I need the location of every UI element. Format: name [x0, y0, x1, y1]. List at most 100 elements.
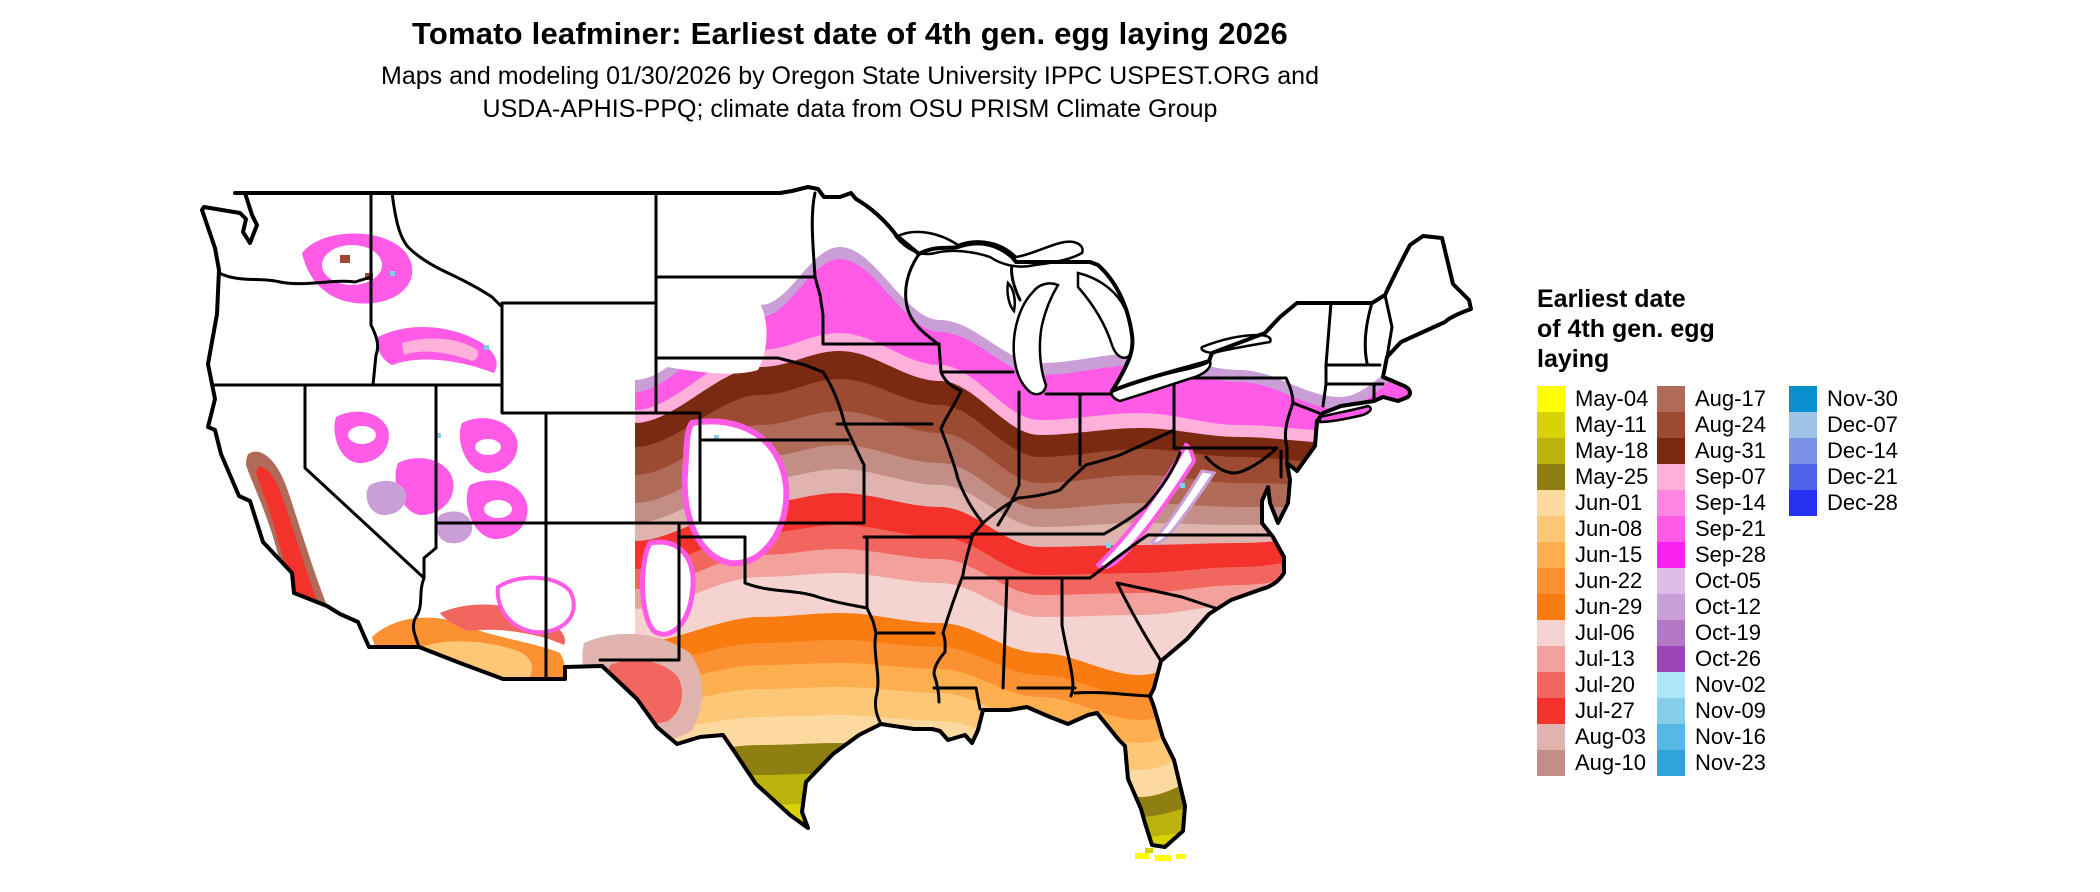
legend-item: Aug-24 [1657, 412, 1766, 438]
legend-column-2: Aug-17 Aug-24 Aug-31 Sep-07 Sep-14 Sep-2… [1657, 386, 1766, 776]
keys-segment [1135, 853, 1149, 859]
legend-swatch [1657, 672, 1685, 698]
florida-keys [1135, 848, 1186, 861]
patch-nevada-2 [395, 458, 454, 516]
legend-swatch [1537, 386, 1565, 412]
legend-label: Oct-19 [1695, 620, 1762, 645]
legend-item: Jun-08 [1537, 516, 1648, 542]
white-patch-wyoming [656, 303, 767, 374]
patch-snake-river-core [402, 338, 479, 361]
legend-label: Dec-07 [1827, 412, 1898, 437]
legend-item: Nov-23 [1657, 750, 1766, 776]
legend-swatch [1657, 542, 1685, 568]
subtitle-line-1: Maps and modeling 01/30/2026 by Oregon S… [381, 62, 1319, 90]
legend-label: Jul-27 [1575, 698, 1635, 723]
legend-item: Sep-07 [1657, 464, 1766, 490]
legend-item: Nov-16 [1657, 724, 1766, 750]
legend-label: Aug-31 [1695, 438, 1766, 463]
nov-speck [390, 271, 395, 276]
legend-item: Jul-27 [1537, 698, 1648, 724]
legend-item: Dec-28 [1789, 490, 1898, 516]
legend-label: Oct-26 [1695, 646, 1762, 671]
legend-item: Oct-05 [1657, 568, 1766, 594]
page-title: Tomato leafminer: Earliest date of 4th g… [411, 16, 1288, 51]
legend-label: Jul-20 [1575, 672, 1635, 697]
map-raster-layers [202, 187, 1471, 847]
legend-item: Jul-13 [1537, 646, 1648, 672]
legend-swatch [1537, 516, 1565, 542]
legend-item: Dec-21 [1789, 464, 1898, 490]
patch-columbia-brown-1 [340, 255, 350, 263]
keys-segment [1155, 855, 1171, 861]
legend-swatch [1657, 646, 1685, 672]
legend-swatch [1789, 386, 1817, 412]
legend-column-1: May-04 May-11 May-18 May-25 Jun-01 Jun-0… [1537, 386, 1648, 776]
legend-item: Dec-07 [1789, 412, 1898, 438]
legend-swatch [1657, 724, 1685, 750]
legend-item: Aug-03 [1537, 724, 1648, 750]
legend-item: Nov-30 [1789, 386, 1898, 412]
legend-label: Nov-09 [1695, 698, 1766, 723]
legend-swatch [1657, 464, 1685, 490]
legend-label: Jul-13 [1575, 646, 1635, 671]
legend-item: May-18 [1537, 438, 1648, 464]
legend-swatch [1537, 594, 1565, 620]
legend-item: May-11 [1537, 412, 1648, 438]
legend-label: Jul-06 [1575, 620, 1635, 645]
white-patch-new-mexico [640, 539, 696, 637]
legend-label: Sep-07 [1695, 464, 1766, 489]
legend-item: Jul-20 [1537, 672, 1648, 698]
legend-title: Earliest date of 4th gen. egg laying [1537, 285, 1715, 373]
legend-swatch [1789, 464, 1817, 490]
legend-label: Jun-22 [1575, 568, 1643, 593]
state-borders [212, 191, 1394, 726]
legend-swatch [1537, 568, 1565, 594]
legend-item: Aug-10 [1537, 750, 1648, 776]
legend-item: Nov-09 [1657, 698, 1766, 724]
legend-swatch [1789, 438, 1817, 464]
nov-speck [1180, 483, 1185, 488]
keys-segment [1145, 848, 1153, 853]
nov-speck [1106, 543, 1111, 548]
legend-label: Nov-23 [1695, 750, 1766, 775]
legend-swatch [1657, 386, 1685, 412]
legend-label: Sep-28 [1695, 542, 1766, 567]
green-bay [1006, 280, 1016, 314]
legend-label: Jun-15 [1575, 542, 1643, 567]
legend-label: May-18 [1575, 438, 1649, 463]
legend-swatch [1537, 698, 1565, 724]
legend-label: Nov-02 [1695, 672, 1766, 697]
legend-label: Nov-30 [1827, 386, 1898, 411]
legend-item: Jun-01 [1537, 490, 1648, 516]
legend-item: Dec-14 [1789, 438, 1898, 464]
legend-item: Sep-28 [1657, 542, 1766, 568]
legend-swatch [1537, 724, 1565, 750]
legend-item: Jun-22 [1537, 568, 1648, 594]
legend-swatch [1537, 438, 1565, 464]
legend-swatch [1657, 412, 1685, 438]
legend-label: Dec-21 [1827, 464, 1898, 489]
legend-swatch [1789, 490, 1817, 516]
legend-label: Aug-10 [1575, 750, 1646, 775]
legend-swatch [1537, 620, 1565, 646]
legend-item: Aug-17 [1657, 386, 1766, 412]
patch-nevada-core-1 [348, 426, 376, 444]
legend-swatch [1537, 542, 1565, 568]
patch-central-valley-core [256, 466, 317, 610]
legend-item: Aug-31 [1657, 438, 1766, 464]
us-map-svg [200, 185, 1473, 861]
legend-item: Nov-02 [1657, 672, 1766, 698]
legend-item: Sep-21 [1657, 516, 1766, 542]
legend-label: Sep-14 [1695, 490, 1766, 515]
legend-item: May-25 [1537, 464, 1648, 490]
legend-label: Jun-01 [1575, 490, 1643, 515]
map-subtitle: Maps and modeling 01/30/2026 by Oregon S… [0, 60, 1700, 126]
patch-utah-core [484, 500, 512, 518]
legend-label: Aug-24 [1695, 412, 1766, 437]
patch-nevada-core-2 [475, 439, 501, 455]
legend-swatch [1657, 620, 1685, 646]
legend-label: Dec-28 [1827, 490, 1898, 515]
legend-label: Dec-14 [1827, 438, 1898, 463]
white-patch-colorado-rockies [681, 418, 790, 567]
